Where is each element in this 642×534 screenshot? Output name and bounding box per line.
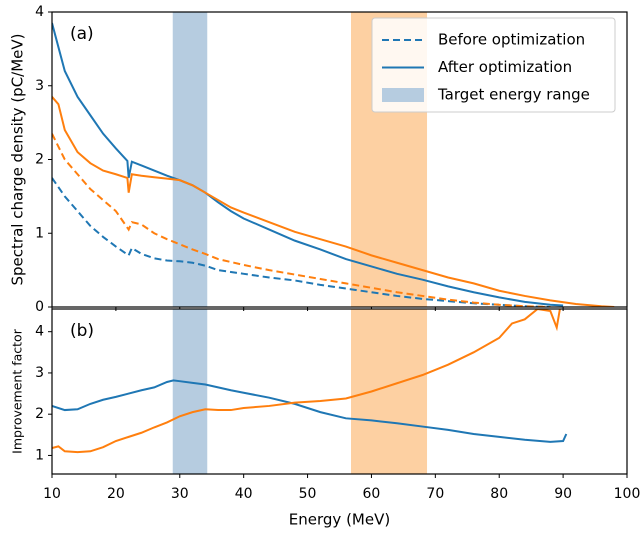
y-tick-label: 3 <box>35 365 44 381</box>
legend-label: After optimization <box>438 58 572 76</box>
series-line <box>52 379 568 443</box>
y-tick-label: 4 <box>35 4 44 20</box>
series-line <box>52 96 615 307</box>
series-line <box>52 309 561 454</box>
y-tick-label: 4 <box>35 324 44 340</box>
legend-box <box>371 17 616 113</box>
y-tick-label: 2 <box>35 406 44 422</box>
y-tick-label: 2 <box>35 152 44 168</box>
axes-frame <box>51 308 628 475</box>
panel-label: (b) <box>70 321 94 341</box>
y-tick-label: 1 <box>35 447 44 463</box>
plot-area <box>52 309 568 474</box>
x-tick-label: 100 <box>614 486 641 502</box>
x-tick-label: 80 <box>490 486 508 502</box>
x-tick-label: 70 <box>426 486 444 502</box>
y-tick-label: 1 <box>35 225 44 241</box>
y-tick-label: 0 <box>35 299 44 315</box>
target-span <box>172 309 208 474</box>
series-line <box>52 22 564 307</box>
target-span <box>172 12 208 307</box>
y-axis-label: Improvement factor <box>10 328 25 454</box>
legend-label: Before optimization <box>438 31 585 49</box>
x-tick-label: 90 <box>554 486 572 502</box>
x-tick-label: 40 <box>235 486 253 502</box>
panel-label: (a) <box>70 24 94 44</box>
series-line <box>52 177 551 307</box>
legend-label: Target energy range <box>437 86 590 104</box>
legend-patch <box>382 88 424 102</box>
x-tick-label: 20 <box>107 486 125 502</box>
x-axis-label: Energy (MeV) <box>289 511 390 529</box>
series-line <box>52 133 551 307</box>
y-axis-label: Spectral charge density (pC/MeV) <box>9 33 27 285</box>
x-tick-label: 30 <box>171 486 189 502</box>
x-tick-label: 50 <box>299 486 317 502</box>
x-tick-label: 60 <box>363 486 381 502</box>
y-tick-label: 3 <box>35 78 44 94</box>
target-span <box>351 309 428 474</box>
x-tick-label: 10 <box>43 486 61 502</box>
